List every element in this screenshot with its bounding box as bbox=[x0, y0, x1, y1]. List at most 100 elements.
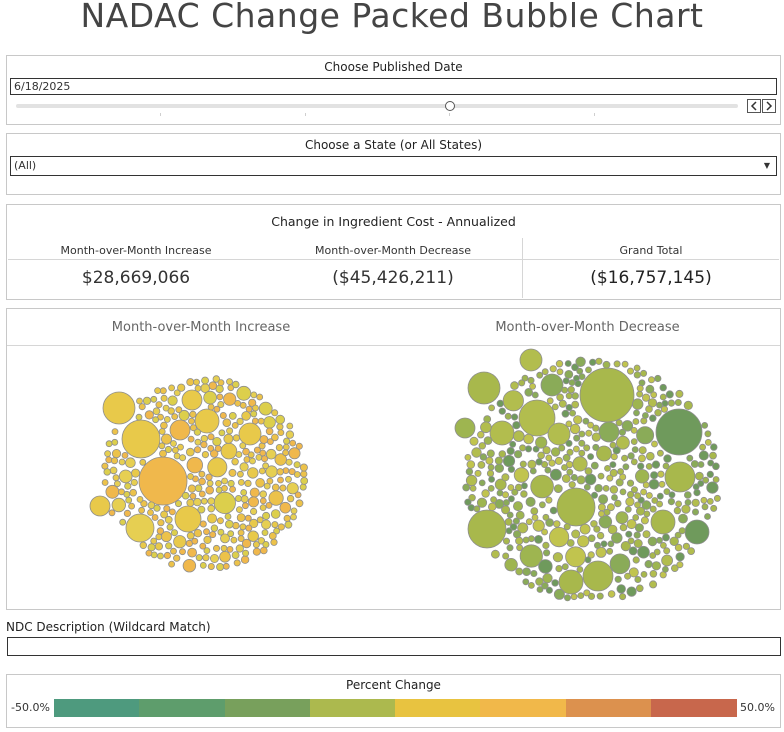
increase-bubble[interactable] bbox=[193, 428, 201, 436]
increase-bubble[interactable] bbox=[121, 452, 129, 459]
decrease-bubble[interactable] bbox=[542, 541, 550, 549]
decrease-bubble[interactable] bbox=[627, 452, 635, 460]
decrease-bubble[interactable] bbox=[707, 459, 715, 467]
decrease-bubble[interactable] bbox=[513, 450, 523, 459]
increase-bubble[interactable] bbox=[199, 561, 207, 569]
decrease-bubble[interactable] bbox=[573, 415, 583, 425]
increase-bubble[interactable] bbox=[136, 397, 143, 405]
increase-bubble[interactable] bbox=[203, 390, 217, 405]
decrease-bubble[interactable] bbox=[626, 519, 637, 530]
increase-bubble[interactable] bbox=[271, 483, 280, 492]
decrease-bubble[interactable] bbox=[710, 443, 718, 451]
increase-bubble[interactable] bbox=[158, 428, 166, 435]
decrease-bubble[interactable] bbox=[525, 496, 536, 507]
decrease-bubble[interactable] bbox=[486, 449, 495, 458]
increase-bubble[interactable] bbox=[191, 537, 199, 545]
decrease-bubble[interactable] bbox=[657, 470, 665, 478]
decrease-bubble[interactable] bbox=[507, 484, 515, 491]
increase-bubble[interactable] bbox=[125, 496, 133, 504]
increase-bubble[interactable] bbox=[136, 495, 144, 503]
decrease-bubble[interactable] bbox=[502, 537, 510, 545]
increase-bubble[interactable] bbox=[220, 544, 228, 552]
increase-bubble[interactable] bbox=[293, 471, 301, 478]
decrease-bubble[interactable] bbox=[607, 503, 615, 512]
decrease-bubble[interactable] bbox=[634, 523, 644, 533]
decrease-bubble[interactable] bbox=[661, 554, 673, 567]
increase-bubble[interactable] bbox=[275, 414, 286, 425]
increase-bubble[interactable] bbox=[198, 477, 206, 486]
increase-bubble[interactable] bbox=[253, 446, 261, 454]
decrease-bubble[interactable] bbox=[597, 472, 605, 480]
decrease-bubble[interactable] bbox=[706, 481, 719, 494]
decrease-bubble[interactable] bbox=[611, 494, 618, 501]
decrease-bubble[interactable] bbox=[576, 475, 586, 485]
decrease-bubble[interactable] bbox=[467, 371, 501, 405]
decrease-bubble[interactable] bbox=[656, 492, 664, 500]
increase-bubble[interactable] bbox=[283, 437, 291, 445]
increase-bubble[interactable] bbox=[135, 413, 143, 421]
decrease-bubble[interactable] bbox=[678, 527, 686, 535]
decrease-bubble[interactable] bbox=[641, 393, 651, 402]
decrease-bubble[interactable] bbox=[587, 421, 594, 429]
decrease-bubble[interactable] bbox=[535, 458, 543, 466]
decrease-bubble[interactable] bbox=[573, 445, 580, 453]
increase-bubble[interactable] bbox=[237, 529, 245, 537]
decrease-bubble[interactable] bbox=[542, 573, 553, 584]
decrease-bubble[interactable] bbox=[538, 559, 553, 574]
increase-bubble[interactable] bbox=[259, 490, 268, 499]
decrease-bubble[interactable] bbox=[647, 398, 658, 408]
increase-bubble[interactable] bbox=[173, 535, 187, 549]
decrease-bubble[interactable] bbox=[632, 514, 640, 521]
decrease-bubble[interactable] bbox=[577, 535, 590, 548]
increase-bubble[interactable] bbox=[217, 401, 225, 409]
increase-bubble[interactable] bbox=[250, 391, 258, 399]
increase-bubble[interactable] bbox=[213, 405, 221, 413]
increase-bubble[interactable] bbox=[247, 467, 259, 479]
increase-bubble[interactable] bbox=[261, 519, 272, 530]
decrease-bubble[interactable] bbox=[512, 501, 523, 512]
decrease-bubble[interactable] bbox=[598, 515, 613, 529]
decrease-bubble[interactable] bbox=[640, 488, 647, 496]
increase-bubble[interactable] bbox=[157, 552, 164, 560]
increase-bubble[interactable] bbox=[105, 456, 113, 464]
increase-bubble[interactable] bbox=[193, 528, 203, 538]
decrease-bubble[interactable] bbox=[621, 360, 629, 368]
decrease-bubble[interactable] bbox=[632, 418, 640, 425]
increase-bubble[interactable] bbox=[214, 445, 222, 453]
increase-bubble[interactable] bbox=[226, 427, 234, 435]
increase-bubble[interactable] bbox=[105, 440, 113, 448]
decrease-bubble[interactable] bbox=[530, 569, 538, 577]
decrease-bubble[interactable] bbox=[561, 409, 570, 418]
decrease-bubble[interactable] bbox=[465, 467, 474, 476]
decrease-bubble[interactable] bbox=[636, 506, 646, 516]
decrease-bubble[interactable] bbox=[674, 543, 683, 552]
increase-bubble[interactable] bbox=[168, 508, 176, 516]
decrease-bubble[interactable] bbox=[515, 510, 525, 520]
decrease-bubble[interactable] bbox=[551, 579, 559, 587]
increase-bubble[interactable] bbox=[194, 484, 203, 493]
decrease-bubble[interactable] bbox=[517, 522, 529, 534]
increase-bubble[interactable] bbox=[222, 418, 232, 427]
decrease-bubble[interactable] bbox=[634, 575, 642, 583]
increase-bubble[interactable] bbox=[235, 451, 243, 458]
increase-bubble[interactable] bbox=[243, 456, 251, 463]
decrease-bubble[interactable] bbox=[529, 467, 537, 475]
decrease-bubble[interactable] bbox=[650, 509, 676, 535]
increase-bubble[interactable] bbox=[274, 453, 287, 466]
date-slider-thumb[interactable] bbox=[445, 101, 455, 111]
decrease-bubble[interactable] bbox=[509, 523, 518, 531]
decrease-bubble[interactable] bbox=[712, 462, 720, 471]
decrease-bubble[interactable] bbox=[598, 510, 605, 518]
increase-bubble[interactable] bbox=[271, 433, 279, 442]
decrease-bubble[interactable] bbox=[506, 544, 514, 552]
decrease-bubble[interactable] bbox=[571, 363, 579, 372]
decrease-bubble[interactable] bbox=[483, 436, 493, 445]
decrease-bubble[interactable] bbox=[522, 536, 530, 544]
increase-bubble[interactable] bbox=[295, 499, 304, 508]
decrease-bubble[interactable] bbox=[675, 552, 685, 562]
increase-bubble[interactable] bbox=[207, 562, 215, 570]
decrease-bubble[interactable] bbox=[592, 443, 600, 451]
increase-bubble[interactable] bbox=[282, 449, 290, 457]
decrease-bubble[interactable] bbox=[506, 511, 514, 519]
decrease-bubble[interactable] bbox=[642, 530, 651, 539]
